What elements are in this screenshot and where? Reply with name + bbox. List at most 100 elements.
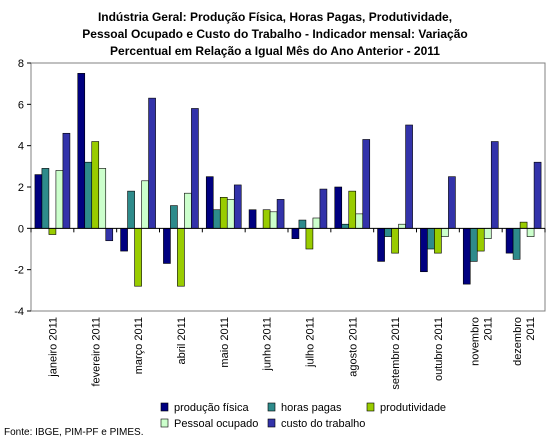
bar xyxy=(334,186,343,229)
x-category-label: julho 2011 xyxy=(304,317,316,368)
x-category-label: junho 2011 xyxy=(262,317,274,372)
y-tick-label: -4 xyxy=(14,306,24,318)
y-tick-label: 8 xyxy=(18,58,24,70)
bar xyxy=(134,228,142,287)
source-note: Fonte: IBGE, PIM-PF e PIMES. xyxy=(4,427,143,438)
bar xyxy=(355,213,364,229)
bar xyxy=(248,209,257,229)
bar xyxy=(62,132,71,229)
y-tick-label: 0 xyxy=(18,223,24,235)
x-category-label: 2011 xyxy=(525,317,537,341)
y-tick-label: -2 xyxy=(14,265,24,277)
bar xyxy=(205,176,214,229)
bar xyxy=(448,176,456,229)
legend-label: Pessoal ocupado xyxy=(174,418,258,430)
bar xyxy=(298,219,307,229)
bar xyxy=(526,228,535,237)
bar xyxy=(98,168,107,229)
bar xyxy=(219,197,228,229)
x-category-label: agosto 2011 xyxy=(347,317,359,377)
y-tick-label: 6 xyxy=(18,99,24,111)
bar xyxy=(191,108,199,229)
bar xyxy=(462,228,471,285)
chart-title-line-3: Percentual em Relação a Igual Mês do Ano… xyxy=(110,44,440,58)
bar xyxy=(519,221,528,229)
bar xyxy=(427,228,435,250)
bar xyxy=(476,228,485,252)
legend-swatch xyxy=(267,402,276,412)
x-category-label: setembro 2011 xyxy=(390,317,402,390)
bar xyxy=(212,209,221,229)
bar xyxy=(276,199,285,229)
bar xyxy=(105,228,114,242)
bar xyxy=(341,223,350,229)
bar xyxy=(91,141,100,229)
bar xyxy=(533,161,542,229)
legend-label: produção física xyxy=(174,402,249,414)
bar xyxy=(163,228,171,264)
legend-swatch xyxy=(160,418,169,428)
plot-area: -4 -2 0 2 4 6 8 janeiro 2011 fevereiro 2011 março… xyxy=(14,58,546,390)
legend-swatch xyxy=(267,418,276,428)
bar xyxy=(490,141,499,229)
chart-title-line-2: Pessoal Ocupado e Custo do Trabalho - In… xyxy=(82,27,467,41)
bar xyxy=(512,228,521,260)
x-category-label: outubro 2011 xyxy=(433,317,445,381)
bar xyxy=(127,190,135,229)
y-tick-label: 4 xyxy=(18,141,24,153)
bar xyxy=(405,124,413,229)
bar xyxy=(434,228,442,254)
bar xyxy=(384,228,392,237)
x-category-label: dezembro xyxy=(512,317,524,366)
x-category-label: janeiro 2011 xyxy=(47,317,59,378)
chart-title: Indústria Geral: Produção Física, Horas … xyxy=(82,10,467,58)
bar xyxy=(77,73,86,229)
bar xyxy=(305,228,314,250)
bar xyxy=(483,228,492,239)
x-category-label: março 2011 xyxy=(133,317,145,374)
legend-label: horas pagas xyxy=(281,402,342,414)
legend-label: produtividade xyxy=(380,402,446,414)
plot-frame xyxy=(30,62,546,312)
bar xyxy=(141,180,149,229)
x-category-label: novembro xyxy=(469,317,481,366)
bar xyxy=(398,223,406,229)
bar xyxy=(120,228,128,252)
bar xyxy=(505,228,514,254)
bar xyxy=(41,168,50,229)
legend-swatch xyxy=(366,402,375,412)
x-category-label: maio 2011 xyxy=(219,317,231,368)
bar xyxy=(391,228,399,254)
bar xyxy=(48,228,57,235)
legend-label: custo do trabalho xyxy=(281,418,365,430)
bar xyxy=(291,228,300,239)
x-category-label: abril 2011 xyxy=(176,317,188,365)
chart-title-line-1: Indústria Geral: Produção Física, Horas … xyxy=(98,10,452,24)
legend: produção física horas pagas produtividade P… xyxy=(160,402,446,430)
bar xyxy=(348,190,357,229)
legend-swatch xyxy=(160,402,169,412)
bar xyxy=(84,161,93,229)
x-category-label: 2011 xyxy=(482,317,494,341)
bar xyxy=(34,174,43,229)
bar xyxy=(184,192,192,229)
bar xyxy=(420,228,428,273)
bar xyxy=(233,184,242,229)
bar xyxy=(177,228,185,287)
bar xyxy=(226,199,235,229)
bar xyxy=(312,217,321,229)
bar xyxy=(148,97,156,229)
bar xyxy=(377,228,385,262)
bar xyxy=(319,188,328,229)
x-category-label: fevereiro 2011 xyxy=(90,317,102,387)
bar xyxy=(170,205,178,229)
bar xyxy=(469,228,478,262)
y-tick-label: 2 xyxy=(18,182,24,194)
bar xyxy=(269,211,278,229)
bar xyxy=(55,170,64,229)
bar xyxy=(362,139,371,229)
bar xyxy=(441,228,449,237)
bar xyxy=(262,209,271,229)
